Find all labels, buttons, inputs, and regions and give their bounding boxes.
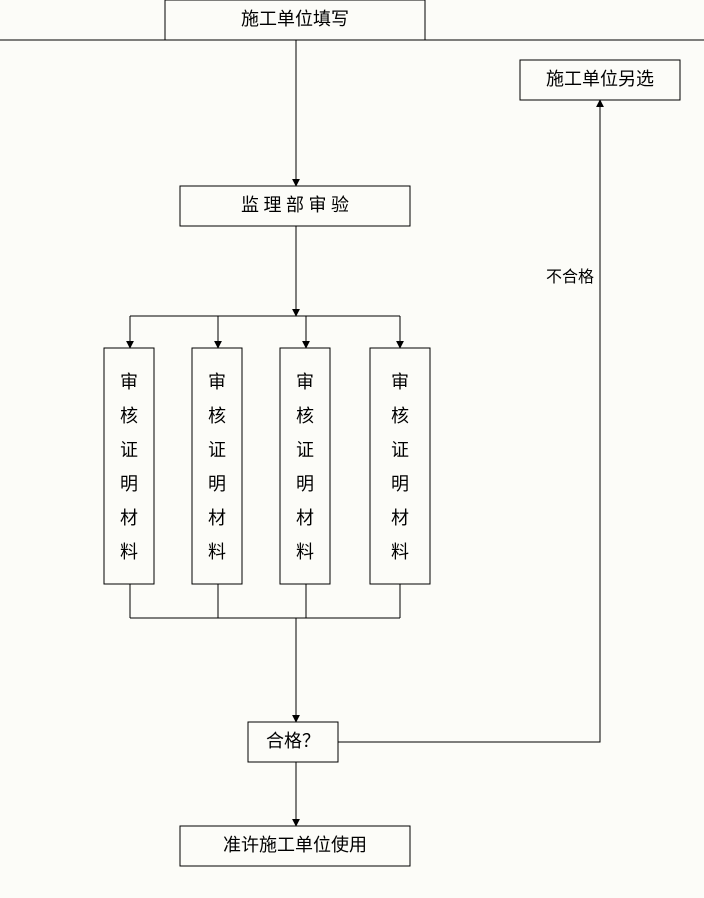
node-label-permit: 准许施工单位使用: [223, 835, 367, 855]
edge-label-fail: 不合格: [546, 268, 594, 286]
node-label-start: 施工单位填写: [241, 9, 349, 29]
node-label-reselect: 施工单位另选: [546, 69, 654, 89]
node-label-decision: 合格？: [266, 731, 320, 751]
node-label-review: 监 理 部 审 验: [241, 195, 349, 215]
